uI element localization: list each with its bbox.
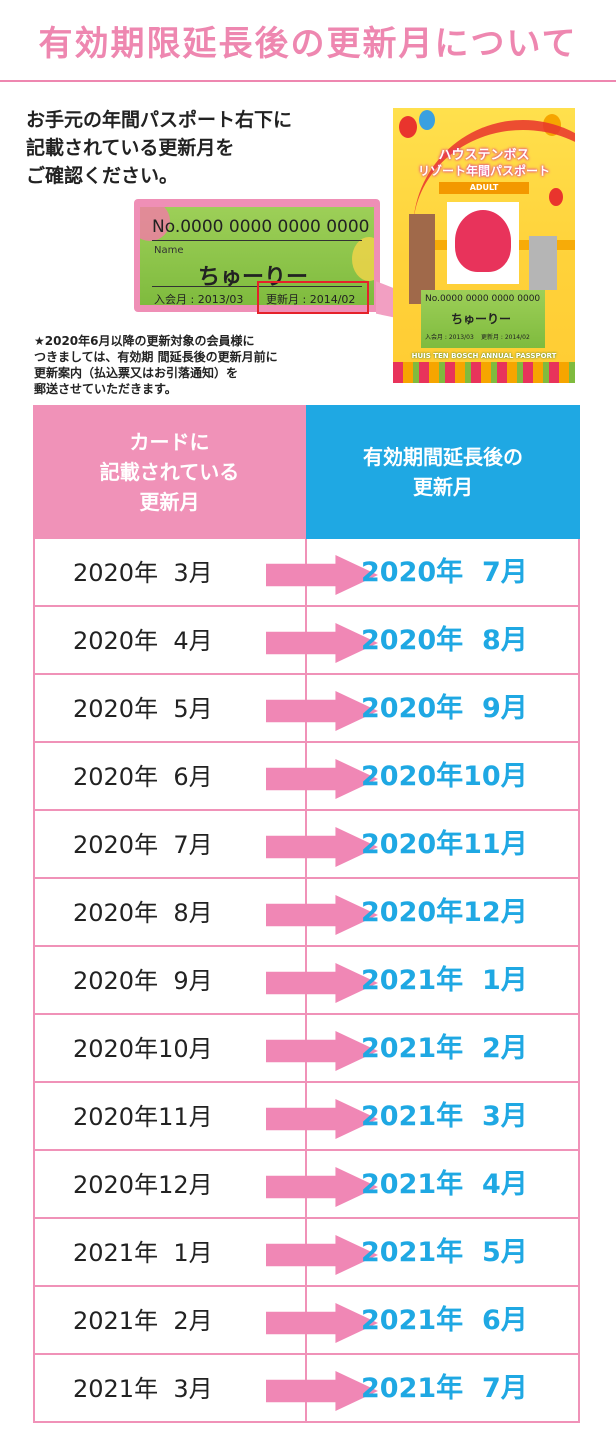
- intro-line: ご確認ください。: [26, 165, 179, 187]
- renewal-highlight-box: [257, 281, 369, 314]
- table-row: 2020年 8月 2020年12月: [33, 879, 580, 947]
- header-line: カードに: [129, 430, 210, 454]
- tulip-border: [393, 362, 575, 383]
- notice-text: ★2020年6月以降の更新対象の会員様に つきましては、有効期 間延長後の更新月…: [34, 333, 334, 397]
- current-month: 2020年 3月: [73, 559, 213, 587]
- header-line: 更新月: [413, 475, 473, 499]
- current-month: 2020年 4月: [73, 627, 213, 655]
- notice-line: ★2020年6月以降の更新対象の会員様に: [34, 334, 255, 348]
- table-row: 2021年 2月 2021年 6月: [33, 1287, 580, 1355]
- table-row: 2021年 3月 2021年 7月: [33, 1355, 580, 1423]
- current-month: 2020年 8月: [73, 899, 213, 927]
- mascot-illustration: [455, 210, 511, 272]
- balloon-icon: [399, 116, 417, 138]
- header-line: 有効期間延長後の: [363, 445, 523, 469]
- passport-title: ハウステンボス: [438, 148, 530, 163]
- tower-illustration: [409, 214, 435, 304]
- extended-month: 2020年10月: [361, 761, 528, 792]
- passport-number: No.0000 0000 0000 0000: [425, 294, 541, 304]
- table-row: 2020年10月 2021年 2月: [33, 1015, 580, 1083]
- passport-subtitle: リゾート年間パスポート: [417, 164, 550, 178]
- card-face: No.0000 0000 0000 0000 Name ちゅーりー 入会月 : …: [140, 207, 374, 305]
- passport-join-month: 入会月 : 2013/03: [425, 334, 474, 341]
- extended-month: 2021年 2月: [361, 1033, 528, 1064]
- extended-month: 2021年 3月: [361, 1101, 528, 1132]
- passport-footer: HUIS TEN BOSCH ANNUAL PASSPORT: [411, 352, 557, 360]
- extended-month: 2020年 7月: [361, 557, 528, 588]
- extended-month: 2020年12月: [361, 897, 528, 928]
- card-renewal-month: 更新月 : 2014/02: [266, 293, 356, 305]
- page-title: 有効期限延長後の更新月について: [38, 23, 578, 64]
- table-row: 2020年 7月 2020年11月: [33, 811, 580, 879]
- current-month: 2020年 5月: [73, 695, 213, 723]
- passport-name: ちゅーりー: [451, 312, 512, 326]
- title-divider: [0, 80, 616, 82]
- card-join-month: 入会月 : 2013/03: [154, 293, 244, 305]
- card-number: No.0000 0000 0000 0000: [152, 217, 370, 237]
- passport-image: ハウステンボス リゾート年間パスポート ADULT No.0000 0000 0…: [393, 108, 575, 383]
- windmill-illustration: [529, 236, 557, 290]
- current-month: 2020年12月: [73, 1171, 213, 1199]
- balloon-icon: [419, 110, 435, 130]
- notice-line: つきましては、有効期 間延長後の更新月前に: [34, 350, 278, 364]
- extended-month: 2021年 6月: [361, 1305, 528, 1336]
- extended-month: 2021年 5月: [361, 1237, 528, 1268]
- current-month: 2020年 6月: [73, 763, 213, 791]
- card-zoom-sample: No.0000 0000 0000 0000 Name ちゅーりー 入会月 : …: [134, 199, 380, 312]
- current-month: 2021年 2月: [73, 1307, 213, 1335]
- table-row: 2020年 9月 2021年 1月: [33, 947, 580, 1015]
- tulip-decoration: [352, 237, 374, 281]
- extended-month: 2021年 1月: [361, 965, 528, 996]
- extended-month: 2020年 9月: [361, 693, 528, 724]
- current-month: 2020年10月: [73, 1035, 213, 1063]
- extended-month: 2021年 7月: [361, 1373, 528, 1404]
- table-row: 2021年 1月 2021年 5月: [33, 1219, 580, 1287]
- table-row: 2020年11月 2021年 3月: [33, 1083, 580, 1151]
- current-month: 2021年 1月: [73, 1239, 213, 1267]
- passport-category: ADULT: [439, 182, 529, 194]
- card-name: ちゅーりー: [198, 265, 309, 290]
- intro-line: お手元の年間パスポート右下に: [26, 109, 293, 131]
- header-line: 更新月: [139, 490, 200, 514]
- header-line: 記載されている: [99, 460, 240, 484]
- table-row: 2020年 6月 2020年10月: [33, 743, 580, 811]
- extended-month: 2020年11月: [361, 829, 528, 860]
- current-month: 2020年11月: [73, 1103, 213, 1131]
- table-row: 2020年 4月 2020年 8月: [33, 607, 580, 675]
- notice-line: 郵送させていただきます。: [34, 382, 177, 396]
- table-row: 2020年 5月 2020年 9月: [33, 675, 580, 743]
- card-name-label: Name: [154, 245, 184, 256]
- table-header-extended: 有効期間延長後の 更新月: [306, 405, 580, 539]
- current-month: 2021年 3月: [73, 1375, 213, 1403]
- extended-month: 2021年 4月: [361, 1169, 528, 1200]
- current-month: 2020年 9月: [73, 967, 213, 995]
- table-header-current: カードに 記載されている 更新月: [33, 405, 306, 539]
- passport-renewal-month: 更新月 : 2014/02: [481, 334, 530, 341]
- passport-card: No.0000 0000 0000 0000 ちゅーりー 入会月 : 2013/…: [421, 290, 545, 348]
- current-month: 2020年 7月: [73, 831, 213, 859]
- table-row: 2020年12月 2021年 4月: [33, 1151, 580, 1219]
- extended-month: 2020年 8月: [361, 625, 528, 656]
- table-row: 2020年 3月 2020年 7月: [33, 539, 580, 607]
- table-body: 2020年 3月 2020年 7月 2020年 4月 2020年 8月 2020年 …: [33, 539, 580, 1423]
- intro-text: お手元の年間パスポート右下に 記載されている更新月を ご確認ください。: [26, 106, 376, 190]
- notice-line: 更新案内（払込票又はお引落通知）を: [34, 366, 239, 380]
- rainbow: [413, 120, 575, 250]
- divider: [152, 240, 362, 241]
- intro-line: 記載されている更新月を: [26, 137, 235, 159]
